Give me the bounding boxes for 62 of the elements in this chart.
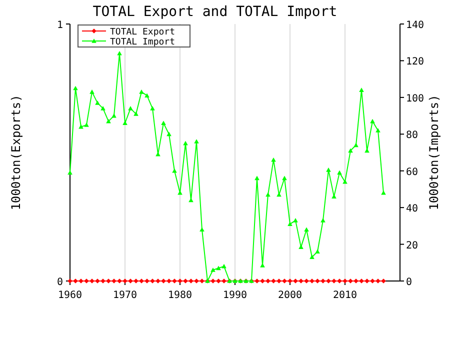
y2-tick-label: 20 xyxy=(406,240,418,252)
point xyxy=(166,132,172,136)
y-tick-label: 1 xyxy=(56,20,63,31)
point xyxy=(359,88,364,92)
point xyxy=(342,179,348,184)
y2-tick-label: 60 xyxy=(406,166,418,178)
point xyxy=(266,192,270,197)
point xyxy=(298,244,304,249)
y2-tick-label: 0 xyxy=(406,277,412,288)
point xyxy=(128,106,133,110)
x-tick-label: 1990 xyxy=(222,290,248,301)
point xyxy=(194,139,199,144)
point xyxy=(348,148,353,153)
point xyxy=(112,113,116,118)
point xyxy=(139,90,144,94)
point xyxy=(150,106,155,110)
point xyxy=(134,112,138,116)
point xyxy=(95,100,100,105)
x-tick-label: 2000 xyxy=(278,290,302,301)
point xyxy=(68,170,72,175)
legend-label: TOTAL Export xyxy=(110,28,176,38)
point xyxy=(117,50,122,56)
y2-tick-label: 80 xyxy=(406,130,418,142)
point xyxy=(337,170,342,175)
point xyxy=(293,218,298,222)
y2-axis-title: 1000ton(Imports) xyxy=(427,94,441,210)
point xyxy=(310,254,314,260)
x-tick-label: 1980 xyxy=(168,290,192,301)
point xyxy=(376,128,380,132)
point xyxy=(315,249,320,254)
y2-tick-label: 120 xyxy=(406,56,424,68)
y-axis-title: 1000ton(Exports) xyxy=(9,94,23,210)
y2-tick-label: 140 xyxy=(406,20,424,31)
x-tick-label: 1960 xyxy=(58,290,82,301)
point xyxy=(172,168,177,173)
x-tick-label: 1970 xyxy=(112,290,138,301)
legend-label: TOTAL Import xyxy=(110,38,176,48)
point xyxy=(370,118,375,124)
point xyxy=(210,268,216,272)
point xyxy=(73,86,78,90)
point xyxy=(381,190,386,195)
point xyxy=(161,120,166,126)
y2-tick-label: 100 xyxy=(406,93,424,104)
point xyxy=(90,90,94,94)
point xyxy=(200,227,204,232)
point xyxy=(354,142,358,148)
chart-title: TOTAL Export and TOTAL Import xyxy=(92,4,338,20)
point xyxy=(288,222,292,226)
x-tick-label: 2010 xyxy=(332,290,358,301)
point xyxy=(254,176,260,180)
point xyxy=(326,168,331,172)
point xyxy=(78,124,84,129)
point xyxy=(271,157,276,162)
y2-tick-label: 40 xyxy=(406,204,418,215)
point xyxy=(282,176,287,180)
point xyxy=(304,227,309,232)
point xyxy=(100,106,106,110)
point xyxy=(216,266,221,270)
point xyxy=(106,118,111,124)
point xyxy=(144,93,150,98)
point xyxy=(320,218,326,222)
point xyxy=(84,122,89,127)
